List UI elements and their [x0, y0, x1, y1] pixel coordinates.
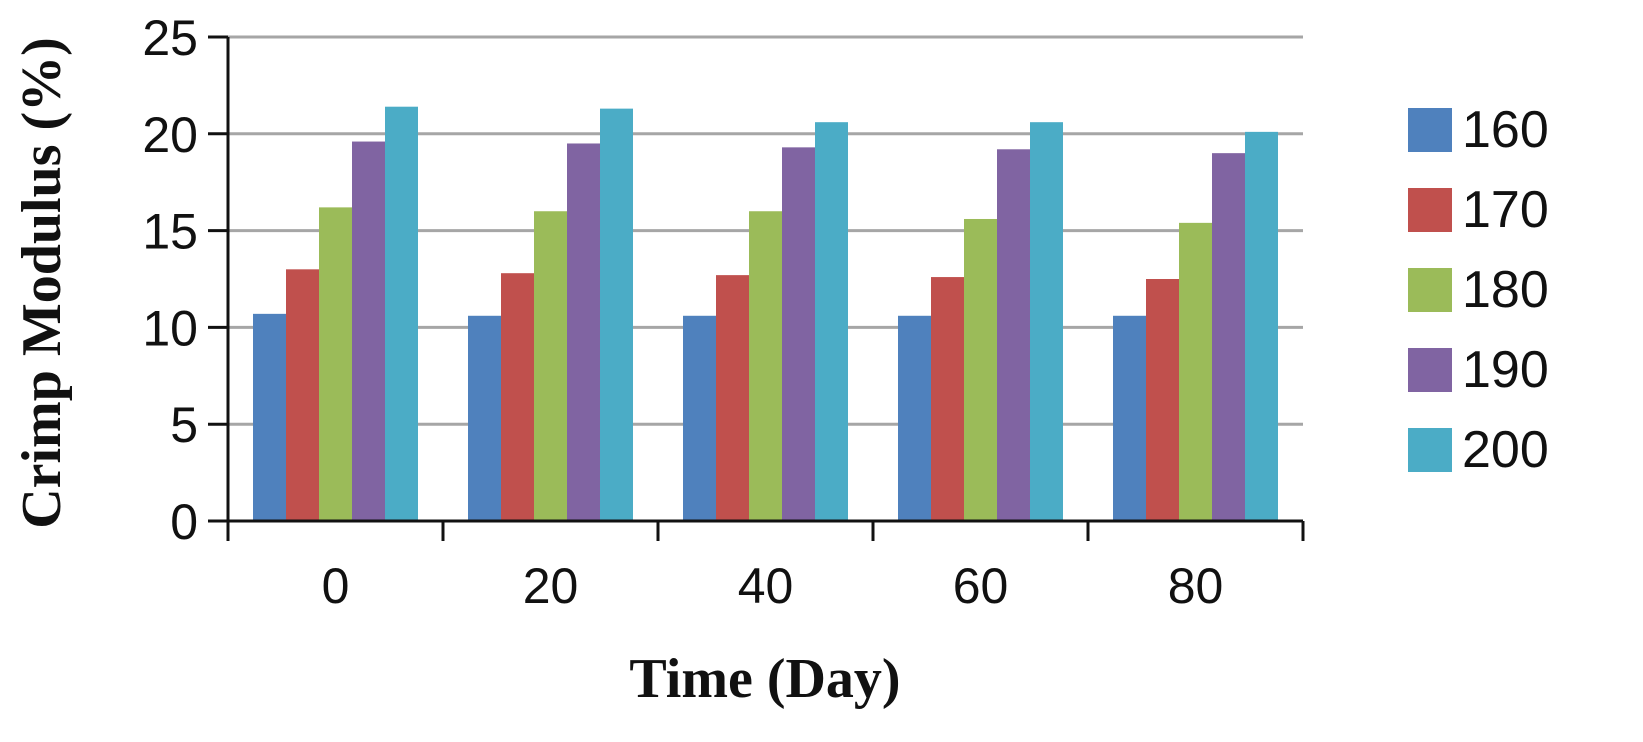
bar-160-day-20 [468, 315, 501, 521]
bar-180-day-80 [1179, 222, 1212, 521]
bar-160-day-0 [253, 313, 286, 521]
axes [208, 35, 1305, 541]
bar-200-day-40 [815, 122, 848, 522]
bar-160-day-60 [898, 315, 931, 521]
bar-180-day-60 [964, 218, 997, 521]
bar-170-day-80 [1146, 279, 1179, 521]
bar-200-day-20 [600, 108, 633, 521]
bars [253, 106, 1278, 522]
bar-190-day-0 [352, 141, 385, 521]
y-tick-label: 20 [142, 107, 198, 163]
y-tick-label: 0 [170, 494, 198, 550]
legend-label: 160 [1462, 101, 1549, 159]
x-axis-title: Time (Day) [629, 648, 900, 710]
y-tick-label: 15 [142, 204, 198, 260]
legend-swatch-160 [1408, 108, 1452, 152]
x-tick-label: 80 [1168, 558, 1224, 614]
y-tick-label: 10 [142, 300, 198, 356]
y-tick-label: 25 [142, 10, 198, 66]
y-axis-title: Crimp Modulus (%) [11, 37, 73, 529]
bar-180-day-20 [534, 211, 567, 522]
bar-170-day-60 [931, 277, 964, 521]
bar-190-day-80 [1212, 153, 1245, 521]
bar-200-day-80 [1245, 131, 1278, 521]
bar-190-day-20 [567, 143, 600, 522]
legend-label: 190 [1462, 341, 1549, 399]
legend-swatch-180 [1408, 268, 1452, 312]
bar-180-day-0 [319, 207, 352, 522]
y-tick-label: 5 [170, 397, 198, 453]
bar-200-day-60 [1030, 122, 1063, 522]
legend-label: 180 [1462, 261, 1549, 319]
bar-170-day-40 [716, 275, 749, 521]
bar-190-day-60 [997, 149, 1030, 521]
bar-200-day-0 [385, 106, 418, 522]
bar-190-day-40 [782, 147, 815, 522]
legend-swatch-170 [1408, 188, 1452, 232]
legend: 160 170 180 190 200 [1408, 101, 1549, 479]
bar-180-day-40 [749, 211, 782, 522]
bar-160-day-80 [1113, 315, 1146, 521]
legend-label: 200 [1462, 421, 1549, 479]
bar-170-day-0 [286, 269, 319, 521]
legend-swatch-200 [1408, 428, 1452, 472]
legend-label: 170 [1462, 181, 1549, 239]
x-tick-label: 40 [738, 558, 794, 614]
x-tick-label: 20 [523, 558, 579, 614]
x-tick-label: 0 [322, 558, 350, 614]
legend-swatch-190 [1408, 348, 1452, 392]
x-tick-labels: 0 20 40 60 80 [322, 558, 1224, 614]
bar-160-day-40 [683, 315, 716, 521]
bar-170-day-20 [501, 273, 534, 521]
x-tick-label: 60 [953, 558, 1009, 614]
y-tick-labels: 0 5 10 15 20 25 [142, 10, 198, 550]
